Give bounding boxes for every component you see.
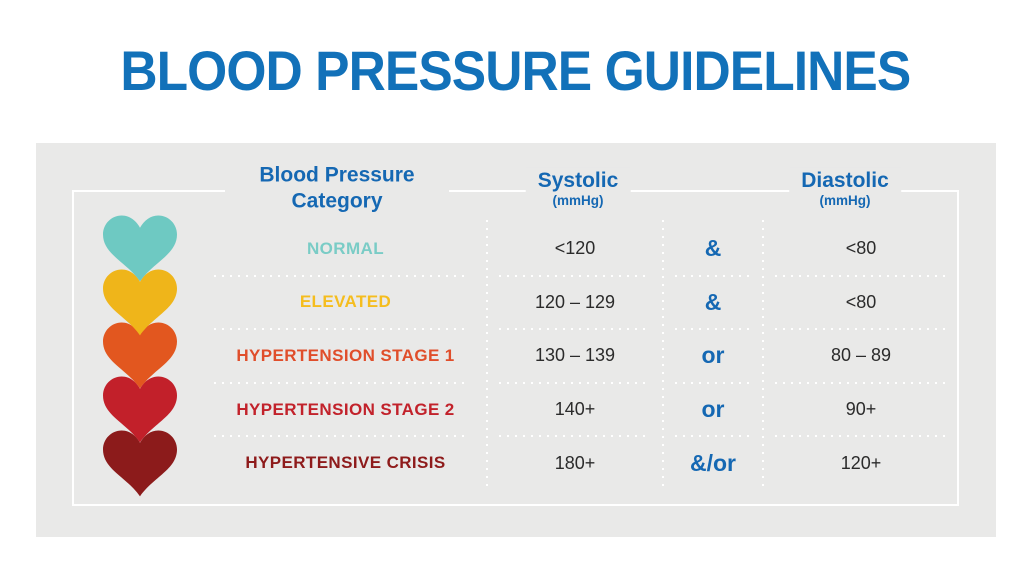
systolic-cell: 140+ (487, 383, 663, 437)
systolic-value: 120 – 129 (534, 291, 616, 312)
diastolic-cell: 80 – 89 (763, 329, 959, 384)
category-label: HYPERTENSION STAGE 1 (236, 345, 455, 365)
category-cell: HYPERTENSION STAGE 2 (72, 383, 487, 437)
header-systolic-unit: (mmHg) (552, 193, 604, 209)
systolic-value: 130 – 139 (534, 345, 616, 366)
heart-icon (103, 430, 177, 497)
page-title: BLOOD PRESSURE GUIDELINES (120, 38, 911, 102)
header-diastolic: Diastolic (mmHg) (789, 167, 901, 212)
header-diastolic-label: Diastolic (801, 169, 889, 193)
column-divider (486, 220, 488, 488)
connector-cell: or (663, 329, 763, 384)
header-systolic-label: Systolic (537, 169, 619, 193)
table-body: NORMAL <120 & <80 ELEVATED 120 – 129 (72, 222, 959, 490)
table-row: HYPERTENSION STAGE 2 140+ or 90+ (72, 383, 959, 437)
diastolic-cell: <80 (763, 276, 959, 330)
category-cell: NORMAL (72, 222, 487, 277)
category-label: ELEVATED (299, 292, 392, 312)
category-label: HYPERTENSION STAGE 2 (236, 399, 455, 419)
connector-label: &/or (690, 449, 736, 476)
diastolic-value: <80 (845, 291, 877, 312)
diastolic-value: 80 – 89 (830, 345, 892, 366)
category-cell: ELEVATED (72, 276, 487, 330)
connector-label: & (704, 235, 722, 262)
heart-icon (103, 215, 177, 282)
connector-label: or (701, 342, 725, 369)
category-cell: HYPERTENSION STAGE 1 (72, 329, 487, 384)
title-bar: BLOOD PRESSURE GUIDELINES (0, 0, 1030, 140)
systolic-cell: 180+ (487, 436, 663, 490)
diastolic-cell: 120+ (763, 436, 959, 490)
systolic-cell: 120 – 129 (487, 276, 663, 330)
header-diastolic-unit: (mmHg) (819, 193, 871, 209)
diastolic-cell: <80 (763, 222, 959, 277)
category-label: HYPERTENSIVE CRISIS (245, 453, 446, 473)
systolic-value: 140+ (554, 399, 596, 420)
heart-icon (103, 269, 177, 336)
heart-icon (103, 322, 177, 389)
diastolic-value: <80 (845, 238, 877, 259)
systolic-value: 180+ (554, 452, 596, 473)
connector-label: or (701, 396, 725, 423)
table-row: HYPERTENSION STAGE 1 130 – 139 or 80 – 8… (72, 329, 959, 384)
connector-cell: & (663, 276, 763, 330)
guidelines-panel: Blood Pressure Category Systolic (mmHg) … (36, 143, 996, 537)
header-systolic: Systolic (mmHg) (525, 167, 631, 212)
systolic-cell: 130 – 139 (487, 329, 663, 384)
table-row: NORMAL <120 & <80 (72, 222, 959, 277)
header-category: Blood Pressure Category (225, 160, 449, 218)
category-cell: HYPERTENSIVE CRISIS (72, 436, 487, 490)
table-frame (72, 190, 959, 506)
table-row: ELEVATED 120 – 129 & <80 (72, 276, 959, 330)
diastolic-value: 120+ (840, 452, 882, 473)
column-divider (662, 220, 664, 488)
systolic-value: <120 (554, 238, 596, 259)
connector-label: & (704, 288, 722, 315)
heart-icon (103, 376, 177, 443)
connector-cell: or (663, 383, 763, 437)
table-row: HYPERTENSIVE CRISIS 180+ &/or 120+ (72, 436, 959, 490)
category-label: NORMAL (307, 238, 384, 258)
diastolic-value: 90+ (845, 399, 877, 420)
connector-cell: &/or (663, 436, 763, 490)
systolic-cell: <120 (487, 222, 663, 277)
connector-cell: & (663, 222, 763, 277)
column-divider (762, 220, 764, 488)
diastolic-cell: 90+ (763, 383, 959, 437)
